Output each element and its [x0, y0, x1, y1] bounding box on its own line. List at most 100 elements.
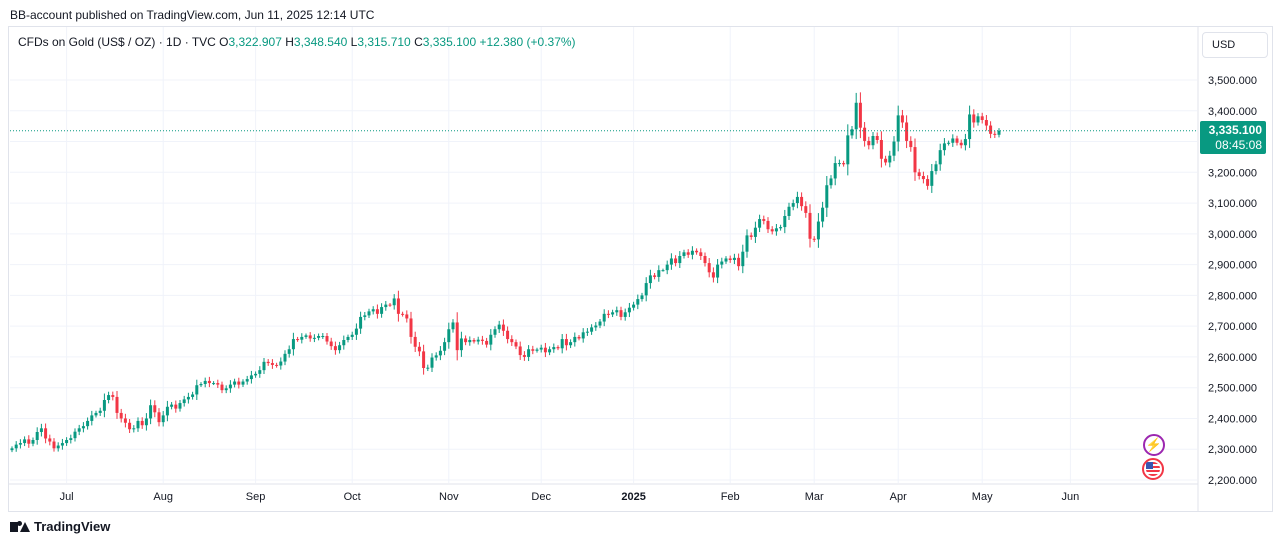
- candle-body: [86, 420, 90, 427]
- high-label: H: [285, 35, 294, 49]
- candle-body: [808, 212, 812, 239]
- candle-body: [938, 150, 942, 165]
- candle-body: [493, 329, 497, 335]
- candle-body: [581, 332, 585, 339]
- time-tick-label: Dec: [531, 491, 551, 503]
- last-price-tag: 3,335.100 08:45:08: [1200, 121, 1266, 154]
- candle-body: [993, 133, 997, 135]
- candle-body: [287, 349, 291, 354]
- candle-body: [144, 418, 148, 426]
- candle-body: [636, 299, 640, 305]
- candle-body: [573, 336, 577, 343]
- symbol-title[interactable]: CFDs on Gold (US$ / OZ) · 1D · TVC: [18, 35, 216, 49]
- candle-body: [531, 349, 535, 351]
- candle-body: [594, 325, 598, 328]
- candle-body: [951, 138, 955, 143]
- candle-body: [640, 295, 644, 300]
- candle-body: [863, 127, 867, 141]
- candle-body: [10, 448, 14, 451]
- candle-body: [959, 142, 963, 146]
- candle-body: [459, 338, 463, 351]
- candle-body: [170, 404, 174, 407]
- open-value: 3,322.907: [228, 35, 282, 49]
- candle-body: [506, 330, 510, 340]
- candle-body: [128, 422, 132, 430]
- candle-body: [384, 304, 388, 308]
- candle-body: [472, 340, 476, 342]
- candle-body: [149, 405, 153, 419]
- bolt-icon[interactable]: ⚡: [1143, 434, 1165, 456]
- legend: CFDs on Gold (US$ / OZ) · 1D · TVC O3,32…: [18, 35, 576, 49]
- candle-body: [107, 395, 111, 400]
- candle-body: [745, 235, 749, 252]
- candle-body: [963, 139, 967, 146]
- candle-body: [514, 342, 518, 347]
- candle-body: [913, 147, 917, 173]
- price-tick-label: 2,500.000: [1208, 383, 1257, 395]
- candle-body: [921, 176, 925, 180]
- candle-body: [699, 252, 703, 256]
- candle-body: [968, 114, 972, 140]
- candle-body: [833, 163, 837, 179]
- candle-body: [501, 324, 505, 331]
- candle-body: [31, 440, 35, 444]
- candle-body: [23, 439, 27, 444]
- candle-body: [266, 361, 270, 364]
- price-tick-label: 2,200.000: [1208, 475, 1257, 487]
- candle-body: [350, 334, 354, 337]
- candle-body: [237, 381, 241, 385]
- low-value: 3,315.710: [357, 35, 411, 49]
- us-flag-icon[interactable]: [1142, 458, 1164, 480]
- candle-body: [976, 116, 980, 123]
- candle-body: [825, 185, 829, 208]
- candle-body: [300, 336, 304, 340]
- time-tick-label: Sep: [246, 491, 266, 503]
- candle-body: [476, 339, 480, 342]
- candle-body: [569, 342, 573, 346]
- candle-body: [661, 270, 665, 272]
- candle-body: [392, 298, 396, 306]
- candle-body: [556, 347, 560, 349]
- candle-body: [800, 196, 804, 207]
- candle-body: [375, 309, 379, 314]
- candle-body: [871, 136, 875, 146]
- candle-body: [388, 304, 392, 306]
- candle-body: [489, 334, 493, 345]
- candle-body: [157, 412, 161, 423]
- candle-body: [858, 102, 862, 128]
- candle-body: [325, 336, 329, 342]
- price-tick-label: 3,400.000: [1208, 106, 1257, 118]
- candle-body: [619, 310, 623, 317]
- candle-body: [791, 203, 795, 207]
- candle-body: [892, 141, 896, 156]
- candle-body: [753, 227, 757, 237]
- price-axis: 3,500.0003,400.0003,300.0003,200.0003,10…: [1197, 27, 1257, 511]
- candle-body: [758, 219, 762, 228]
- candle-body: [60, 443, 64, 446]
- candle-body: [762, 219, 766, 221]
- candle-body: [443, 342, 447, 351]
- candle-body: [312, 337, 316, 339]
- candle-body: [577, 336, 581, 339]
- candle-body: [644, 283, 648, 296]
- time-tick-label: Aug: [153, 491, 173, 503]
- candle-body: [136, 420, 140, 429]
- currency-button[interactable]: USD: [1202, 32, 1268, 58]
- candle-body: [497, 324, 501, 330]
- candle-body: [207, 380, 211, 384]
- candle-body: [111, 395, 115, 397]
- candle-body: [119, 412, 123, 419]
- candle-body: [346, 336, 350, 340]
- candle-body: [77, 428, 81, 432]
- candle-body: [690, 250, 694, 255]
- candle-body: [972, 114, 976, 123]
- candle-body: [69, 438, 73, 440]
- candle-body: [430, 357, 434, 368]
- candle-body: [804, 206, 808, 213]
- change-value: +12.380 (+0.37%): [479, 35, 576, 49]
- candle-body: [585, 331, 589, 333]
- footer-logo[interactable]: TradingView: [10, 519, 110, 534]
- price-tick-label: 2,600.000: [1208, 352, 1257, 364]
- candle-body: [678, 256, 682, 264]
